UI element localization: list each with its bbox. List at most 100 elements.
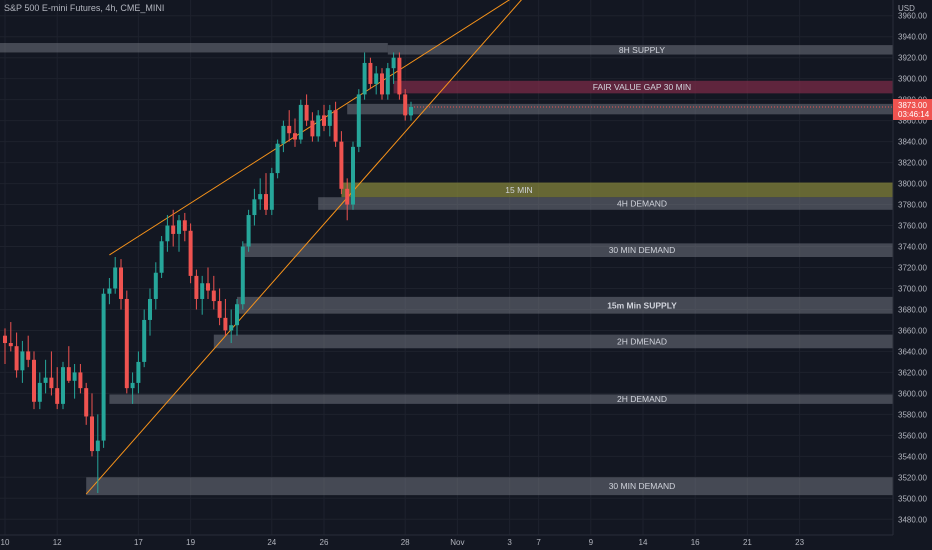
y-tick-label: 3620.00 [898, 368, 927, 377]
candle-body [385, 68, 390, 95]
zone-label: 4H DEMAND [617, 199, 667, 209]
candle-body [72, 372, 77, 381]
candle-body [182, 220, 187, 231]
x-tick-label: 26 [320, 538, 329, 547]
y-tick-label: 3920.00 [898, 54, 927, 63]
candle-body [269, 173, 274, 210]
y-tick-label: 3800.00 [898, 180, 927, 189]
candle-body [403, 94, 408, 116]
y-tick-label: 3560.00 [898, 431, 927, 440]
candle-body [409, 107, 413, 116]
candle-body [362, 62, 367, 95]
candle-body [339, 141, 344, 189]
zone-label: 30 MIN DEMAND [609, 245, 676, 255]
channel-line [85, 0, 522, 495]
y-tick-label: 3660.00 [898, 326, 927, 335]
zone-box [242, 243, 894, 258]
x-tick-label: 24 [267, 538, 276, 547]
y-tick-label: 3520.00 [898, 473, 927, 482]
candle-body [351, 146, 355, 205]
y-tick-label: 3740.00 [898, 243, 927, 252]
x-tick-label: 23 [795, 538, 804, 547]
y-tick-label: 3900.00 [898, 75, 927, 84]
zone-label: 15m Min SUPPLY [607, 300, 677, 310]
candle-body [90, 416, 94, 452]
candle-body [380, 73, 384, 95]
y-tick-label: 3540.00 [898, 452, 927, 461]
zone-box [237, 296, 893, 314]
candle-body [37, 382, 42, 402]
y-tick-label: 3480.00 [898, 515, 927, 524]
zone-label: 30 MIN DEMAND [609, 481, 676, 491]
y-tick-label: 3580.00 [898, 410, 927, 419]
chart-title: S&P 500 E-mini Futures, 4h, CME_MINI [4, 3, 165, 13]
zone-box [347, 103, 893, 115]
candle-body [223, 317, 228, 331]
candle-body [235, 304, 239, 326]
y-tick-label: 3860.00 [898, 117, 927, 126]
candle-body [333, 110, 338, 142]
x-tick-label: 7 [536, 538, 541, 547]
zone-label: 2H DMENAD [617, 336, 667, 346]
candle-body [95, 440, 100, 452]
candle-body [124, 298, 129, 389]
candle-body [188, 230, 193, 276]
candle-body [368, 62, 373, 84]
zone-box [109, 394, 893, 404]
x-tick-label: 21 [743, 538, 752, 547]
candle-body [310, 120, 315, 137]
x-tick-label: 19 [186, 538, 195, 547]
candle-body [194, 275, 199, 299]
candle-body [327, 110, 332, 126]
y-tick-label: 3940.00 [898, 33, 927, 42]
candle-body [356, 94, 361, 147]
candle-body [159, 241, 164, 273]
candle-body [287, 125, 292, 134]
candle-body [165, 225, 170, 242]
zone-label: 2H DEMAND [617, 394, 667, 404]
y-tick-label: 3600.00 [898, 389, 927, 398]
x-tick-label: 16 [691, 538, 700, 547]
candle-body [275, 143, 280, 174]
y-tick-label: 3720.00 [898, 264, 927, 273]
zone-box [387, 45, 893, 55]
zone-box [0, 43, 388, 53]
candle-body [119, 267, 123, 299]
candle-body [61, 367, 65, 404]
candle-body [206, 283, 210, 291]
zone-label: 15 MIN [505, 185, 532, 195]
candle-body [246, 215, 251, 247]
candle-body [55, 388, 60, 404]
candle-body [130, 382, 135, 389]
zone-label: 8H SUPPLY [619, 45, 665, 55]
price-tag-value: 3873.00 [898, 101, 927, 110]
candle-body [49, 377, 54, 389]
y-tick-label: 3640.00 [898, 347, 927, 356]
x-tick-label: 28 [401, 538, 410, 547]
candle-body [32, 359, 36, 402]
candle-body [211, 290, 216, 302]
candle-body [316, 115, 321, 137]
candle-body [113, 267, 118, 289]
candle-body [217, 301, 222, 318]
candle-body [3, 335, 7, 344]
price-tag-countdown: 03:46:14 [898, 110, 930, 119]
x-tick-label: 14 [639, 538, 648, 547]
candle-body [101, 293, 106, 441]
candle-body [240, 246, 245, 305]
candle-body [66, 367, 71, 381]
candle-body [107, 288, 112, 294]
y-tick-label: 3680.00 [898, 305, 927, 314]
candle-body [298, 104, 303, 140]
x-tick-label: 17 [134, 538, 143, 547]
candle-body [142, 319, 147, 362]
price-tag-box [893, 99, 932, 120]
y-tick-label: 3500.00 [898, 494, 927, 503]
y-tick-label: 3700.00 [898, 284, 927, 293]
x-tick-label: Nov [450, 538, 464, 547]
candle-body [281, 125, 286, 144]
y-tick-label: 3780.00 [898, 201, 927, 210]
y-tick-label: 3960.00 [898, 12, 927, 21]
candle-body [43, 377, 48, 383]
